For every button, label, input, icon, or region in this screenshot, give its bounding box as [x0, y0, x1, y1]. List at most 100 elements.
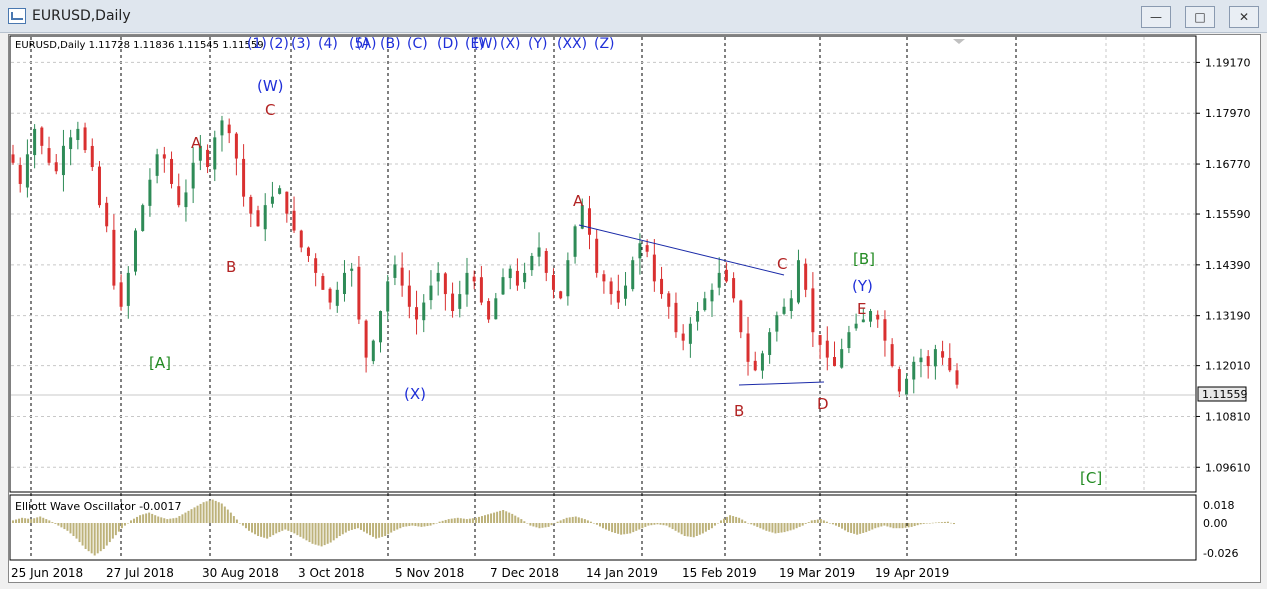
- oscillator-bar: [287, 523, 290, 531]
- price-tick-label: 1.13190: [1205, 310, 1251, 323]
- candle-body: [61, 145, 65, 176]
- chart-svg[interactable]: 1.19170 1.17970 1.16770 1.15590 1.14390 1.131…: [9, 35, 1260, 582]
- oscillator-bar: [946, 521, 949, 523]
- wave-toolbar-item[interactable]: (2): [269, 36, 289, 52]
- oscillator-bar: [63, 523, 66, 530]
- oscillator-bar: [916, 523, 919, 526]
- price-tick-label: 1.09610: [1205, 461, 1251, 474]
- oscillator-bar: [447, 519, 450, 523]
- oscillator-bar: [487, 514, 490, 523]
- candle-body: [105, 202, 109, 227]
- oscillator-bar: [417, 523, 420, 527]
- oscillator-bar: [771, 523, 774, 533]
- oscillator-bar: [865, 523, 868, 533]
- oscillator-bar: [33, 518, 36, 523]
- wave-toolbar-item[interactable]: (Z): [594, 36, 615, 52]
- oscillator-bar: [595, 523, 598, 525]
- oscillator-bar: [822, 520, 825, 523]
- candle-body: [840, 349, 844, 368]
- chart-shift-marker[interactable]: [953, 39, 965, 44]
- candle-body: [191, 162, 195, 189]
- time-tick-label: 19 Apr 2019: [875, 566, 949, 580]
- minimize-button[interactable]: —: [1141, 6, 1171, 28]
- oscillator-bar: [750, 523, 753, 525]
- oscillator-bar: [949, 522, 952, 524]
- wave-toolbar-item[interactable]: (E): [465, 36, 485, 52]
- oscillator-bar: [689, 523, 692, 537]
- oscillator-bar: [508, 512, 511, 523]
- chart-window-icon: [8, 8, 26, 24]
- oscillator-bar: [801, 523, 804, 526]
- oscillator-bar: [78, 523, 81, 543]
- wave-toolbar-item[interactable]: (3): [291, 36, 311, 52]
- wave-label-c1: C: [265, 101, 275, 119]
- oscillator-bar: [541, 523, 544, 528]
- oscillator-bar: [732, 516, 735, 523]
- oscillator-bar: [154, 515, 157, 523]
- oscillator-bar: [405, 523, 408, 527]
- oscillator-bar: [729, 515, 732, 523]
- oscillator-bar: [523, 521, 526, 523]
- candle-body: [515, 270, 519, 286]
- oscillator-bar: [792, 523, 795, 530]
- candle-body: [18, 164, 22, 184]
- oscillator-bar: [834, 523, 837, 526]
- wave-toolbar-item[interactable]: (C): [407, 36, 428, 52]
- oscillator-bar: [15, 519, 18, 523]
- oscillator-bar: [375, 523, 378, 539]
- price-tick-label: 1.14390: [1205, 259, 1251, 272]
- candle-body: [631, 260, 635, 290]
- candle-body: [415, 307, 419, 320]
- candle-body: [652, 254, 656, 282]
- chart-area[interactable]: 1.19170 1.17970 1.16770 1.15590 1.14390 1.131…: [8, 34, 1261, 583]
- candle-body: [753, 360, 757, 371]
- oscillator-bar: [780, 523, 783, 533]
- oscillator-bar: [251, 523, 254, 533]
- oscillator-bar: [713, 523, 716, 526]
- candle-body: [54, 162, 58, 172]
- wave-toolbar-item[interactable]: (B): [380, 36, 401, 52]
- oscillator-bar: [99, 523, 102, 552]
- candle-body: [501, 277, 505, 295]
- wave-toolbar-item[interactable]: (X): [500, 36, 521, 52]
- close-button[interactable]: ✕: [1229, 6, 1259, 28]
- window-titlebar: EURUSD,Daily — □ ✕: [0, 0, 1267, 33]
- oscillator-bar: [505, 511, 508, 523]
- wave-toolbar-item[interactable]: (Y): [528, 36, 547, 52]
- wave-toolbar-item[interactable]: (1): [247, 36, 267, 52]
- oscillator-bar: [710, 523, 713, 529]
- wave-toolbar-item[interactable]: (4): [318, 36, 338, 52]
- oscillator-bar: [93, 523, 96, 556]
- oscillator-bar: [756, 523, 759, 527]
- candle-body: [789, 298, 793, 312]
- oscillator-bar: [698, 523, 701, 535]
- oscillator-bar: [275, 523, 278, 534]
- oscillator-bar: [232, 516, 235, 523]
- oscillator-bar: [656, 523, 659, 525]
- time-tick-label: 3 Oct 2018: [298, 566, 365, 580]
- oscillator-bar: [27, 518, 30, 523]
- wave-toolbar-item[interactable]: (XX): [557, 36, 587, 52]
- oscillator-bar: [520, 519, 523, 523]
- candle-body: [688, 323, 692, 344]
- oscillator-bar: [211, 499, 214, 523]
- grid-lines: [11, 37, 1195, 559]
- candle-body: [443, 273, 447, 295]
- oscillator-bar: [762, 523, 765, 530]
- oscillator-bar: [117, 523, 120, 532]
- candle-body: [278, 188, 282, 194]
- wave-toolbar-item[interactable]: (W): [473, 36, 498, 52]
- oscillator-bar: [151, 513, 154, 523]
- maximize-button[interactable]: □: [1185, 6, 1215, 28]
- wave-label-toolbar[interactable]: (1) (2) (3) (4) (5)(A) (B) (C) (D) (E)(W) (X) (Y) (…: [247, 36, 615, 52]
- oscillator-bar: [468, 518, 471, 523]
- oscillator-bar: [366, 523, 368, 534]
- oscillator-bar: [465, 519, 468, 523]
- wave-toolbar-item[interactable]: (5): [349, 36, 369, 52]
- wave-toolbar-item[interactable]: (D): [437, 36, 459, 52]
- oscillator-bar: [720, 520, 722, 523]
- candle-body: [530, 255, 534, 271]
- oscillator-bar: [919, 523, 922, 525]
- wave-toolbar-item[interactable]: (A): [356, 36, 377, 52]
- candle-body: [674, 302, 678, 333]
